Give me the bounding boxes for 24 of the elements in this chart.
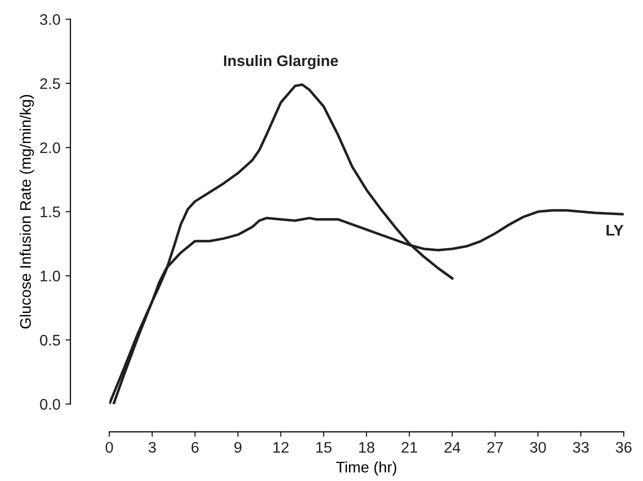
y-tick-label: 1.0 (40, 270, 60, 282)
y-axis-title: Glucose Infusion Rate (mg/min/kg) (20, 94, 34, 328)
y-tick-label: 0.5 (40, 334, 60, 346)
x-tick-label: 3 (148, 442, 156, 453)
x-tick-label: 12 (273, 442, 289, 453)
series-label: Insulin Glargine (224, 54, 338, 70)
series-label: LY (606, 225, 624, 236)
x-axis-title: Time (hr) (336, 461, 396, 476)
x-tick-label: 30 (530, 442, 546, 453)
y-tick-label: 2.5 (40, 78, 60, 90)
x-tick-label: 36 (616, 442, 632, 453)
y-tick-label: 0.0 (40, 398, 60, 410)
x-tick-label: 0 (106, 442, 113, 453)
y-tick-label: 1.5 (40, 206, 60, 218)
y-tick-label: 3.0 (40, 14, 60, 25)
x-tick-label: 15 (316, 442, 332, 453)
x-tick-label: 24 (444, 442, 460, 453)
x-tick-label: 33 (572, 442, 589, 453)
x-tick-label: 9 (234, 442, 242, 453)
y-tick-label: 2.0 (40, 142, 60, 154)
x-tick-label: 18 (359, 442, 374, 453)
x-tick-label: 21 (402, 442, 418, 453)
x-tick-label: 6 (192, 442, 199, 453)
x-tick-label: 27 (487, 442, 503, 453)
